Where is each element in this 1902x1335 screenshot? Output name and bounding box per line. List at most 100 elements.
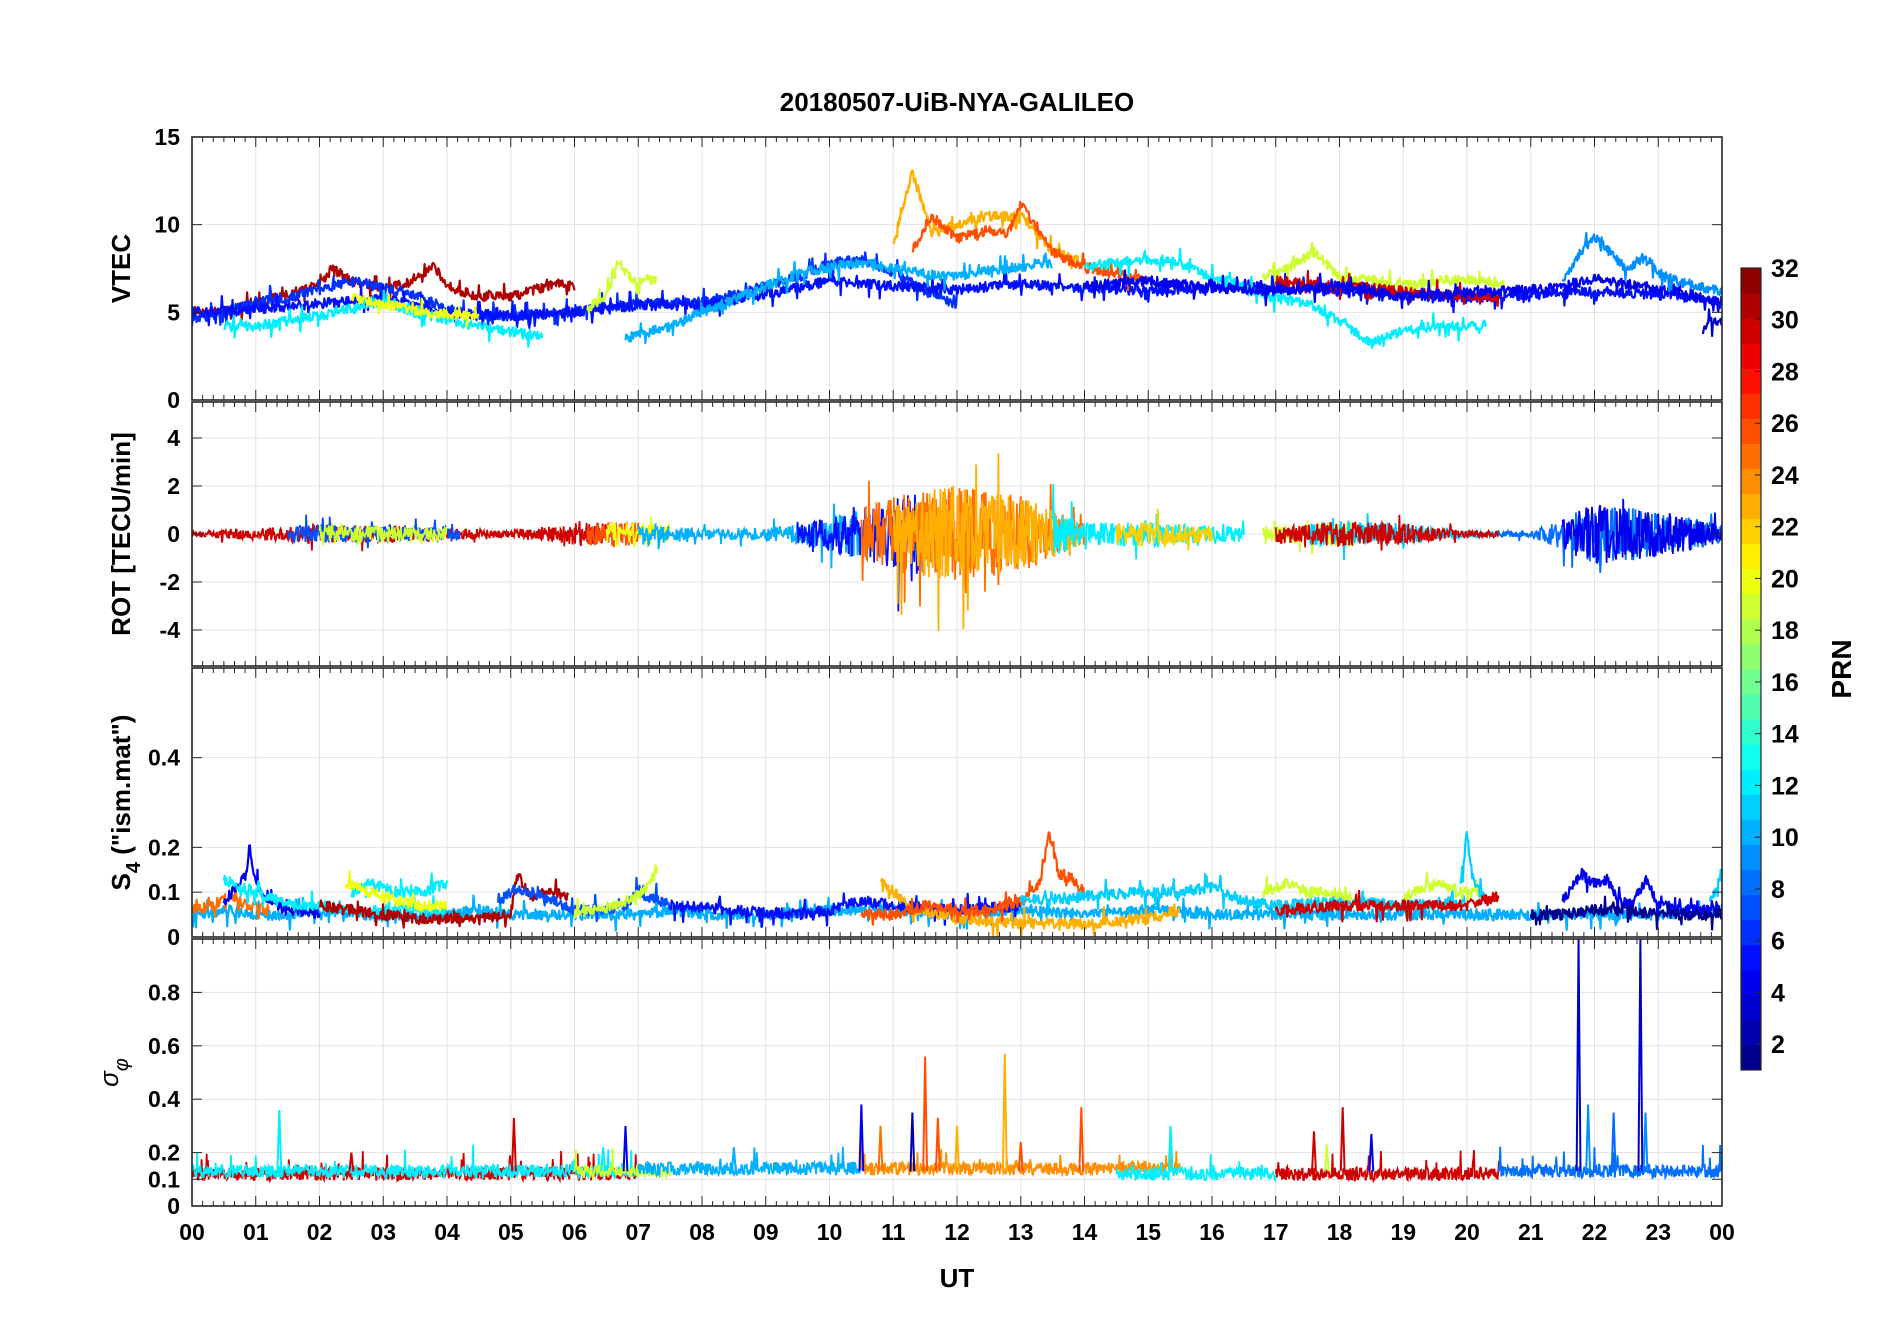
colorbar-swatch xyxy=(1741,443,1761,469)
sigma-spike-prn-4 xyxy=(622,1125,629,1172)
series-line-prn-1 xyxy=(1529,895,1722,931)
y-tick-label: 0 xyxy=(167,1193,180,1219)
colorbar-swatch xyxy=(1741,493,1761,520)
colorbar-swatch xyxy=(1741,669,1761,695)
sigma-spike-prn-3 xyxy=(1575,939,1582,1172)
x-tick-label: 12 xyxy=(944,1219,970,1245)
colorbar-swatch xyxy=(1741,518,1761,545)
colorbar-swatch xyxy=(1741,343,1761,369)
colorbar-swatch xyxy=(1741,268,1761,294)
x-tick-label: 06 xyxy=(562,1219,588,1245)
x-tick-label: 10 xyxy=(817,1219,843,1245)
y-tick-label: 0.2 xyxy=(148,834,180,860)
sigma-spike-prn-12 xyxy=(600,1147,607,1172)
panel-data xyxy=(192,453,1722,632)
x-tick-label: 20 xyxy=(1454,1219,1480,1245)
y-tick-label: 2 xyxy=(167,473,180,499)
sigma-baseline-prn-8 xyxy=(1498,1144,1722,1181)
colorbar-tick-label: 8 xyxy=(1771,876,1785,904)
sigma-spike-prn-26 xyxy=(1078,1107,1085,1172)
panel-sigma_phi: 00.10.2 0.4 0.6 0.8 σφ 00 01 02 03 04 05 06 07 08 09 10… xyxy=(94,938,1735,1245)
colorbar-tick-label: 6 xyxy=(1771,928,1785,956)
rot-trace-prn-19 xyxy=(318,521,448,547)
colorbar-swatch xyxy=(1741,568,1761,595)
sigma-baseline-prn-19 xyxy=(573,1148,671,1181)
chart-title: 20180507-UiB-NYA-GALILEO xyxy=(780,87,1135,117)
y-tick-label: 4 xyxy=(167,425,180,451)
x-tick-label: 07 xyxy=(625,1219,651,1245)
series-line-prn-3 xyxy=(1701,308,1722,338)
x-tick-label: 19 xyxy=(1390,1219,1416,1245)
colorbar-tick-label: 4 xyxy=(1771,979,1785,1007)
colorbar-tick-label: 2 xyxy=(1771,1031,1785,1059)
colorbar-swatch xyxy=(1741,1044,1761,1071)
x-tick-label: 11 xyxy=(881,1219,906,1245)
sigma-spike-prn-26 xyxy=(1017,1141,1024,1172)
y-tick-label: 0.4 xyxy=(148,745,180,771)
colorbar-tick-label: 32 xyxy=(1771,255,1799,283)
x-tick-label: 18 xyxy=(1327,1219,1353,1245)
panel-s4: 0 0.1 0.2 0.4S4 ("ism.mat") xyxy=(106,667,1723,950)
colorbar-swatch xyxy=(1741,1019,1761,1046)
y-tick-label: 0 xyxy=(167,521,180,547)
series-line-prn-12 xyxy=(1083,248,1488,350)
sigma-spike-prn-12 xyxy=(1167,1125,1174,1172)
x-tick-label: 00 xyxy=(1709,1219,1735,1245)
series-line-prn-4 xyxy=(1084,269,1722,312)
y-tick-label: 0 xyxy=(167,924,180,950)
y-axis-label: ROT [TECU/min] xyxy=(106,432,136,636)
sigma-spike-prn-30 xyxy=(348,1152,355,1172)
colorbar-swatch xyxy=(1741,618,1761,645)
y-axis-label: σφ xyxy=(94,1058,133,1087)
y-axis-label: S4 ("ism.mat") xyxy=(106,715,145,891)
y-tick-label: -2 xyxy=(160,569,180,595)
sigma-spike-prn-8 xyxy=(1610,1112,1617,1172)
sigma-baseline-prn-10 xyxy=(637,1146,863,1179)
x-tick-label: 17 xyxy=(1263,1219,1289,1245)
colorbar-swatch xyxy=(1741,643,1761,670)
colorbar-label: PRN xyxy=(1826,639,1857,698)
sigma-spike-prn-30 xyxy=(511,1117,517,1172)
sigma-spike-prn-3 xyxy=(1637,939,1644,1172)
y-axis-label: VTEC xyxy=(106,234,136,304)
series-line-prn-19 xyxy=(1261,241,1506,296)
series-line-prn-19 xyxy=(1261,875,1353,902)
colorbar-swatch xyxy=(1741,744,1761,770)
colorbar-tick-label: 10 xyxy=(1771,824,1799,852)
panel-data xyxy=(192,830,1722,937)
x-tick-label: 00 xyxy=(179,1219,205,1245)
sigma-spike-prn-26 xyxy=(922,1056,929,1172)
colorbar-swatch xyxy=(1741,593,1761,620)
sigma-spike-prn-4 xyxy=(858,1104,865,1172)
colorbar-swatch xyxy=(1741,819,1761,845)
sigma-spike-prn-10 xyxy=(730,1147,737,1172)
colorbar-swatch xyxy=(1741,418,1761,444)
series-line-prn-19 xyxy=(586,260,658,314)
y-tick-label: 0.1 xyxy=(148,1166,180,1192)
rot-trace-prn-22 xyxy=(1115,508,1213,551)
x-tick-label: 04 xyxy=(434,1219,460,1245)
x-tick-label: 13 xyxy=(1008,1219,1034,1245)
series-line-prn-23 xyxy=(879,877,1181,937)
colorbar-tick-label: 18 xyxy=(1771,617,1799,645)
panel-rot: -4 -2 0 2 4 ROT [TECU/min] xyxy=(106,401,1723,667)
colorbar-swatch xyxy=(1741,869,1761,896)
rot-trace-prn-30 xyxy=(1274,514,1500,551)
panel-data xyxy=(192,939,1722,1184)
x-tick-label: 08 xyxy=(689,1219,715,1245)
x-tick-label: 01 xyxy=(243,1219,269,1245)
colorbar-swatch xyxy=(1741,393,1761,419)
sigma-spike-prn-19 xyxy=(1323,1144,1330,1172)
colorbar-swatch xyxy=(1741,719,1761,745)
y-tick-label: 0.6 xyxy=(148,1033,180,1059)
sigma-spike-prn-4 xyxy=(1368,1133,1375,1172)
sigma-spike-prn-30 xyxy=(1339,1107,1346,1172)
x-tick-label: 03 xyxy=(370,1219,396,1245)
colorbar-swatch xyxy=(1741,293,1761,319)
y-tick-label: 10 xyxy=(154,212,180,238)
x-tick-label: 15 xyxy=(1135,1219,1161,1245)
sigma-spike-prn-12 xyxy=(276,1109,283,1172)
x-tick-label: 16 xyxy=(1199,1219,1225,1245)
colorbar-swatch xyxy=(1741,318,1761,344)
